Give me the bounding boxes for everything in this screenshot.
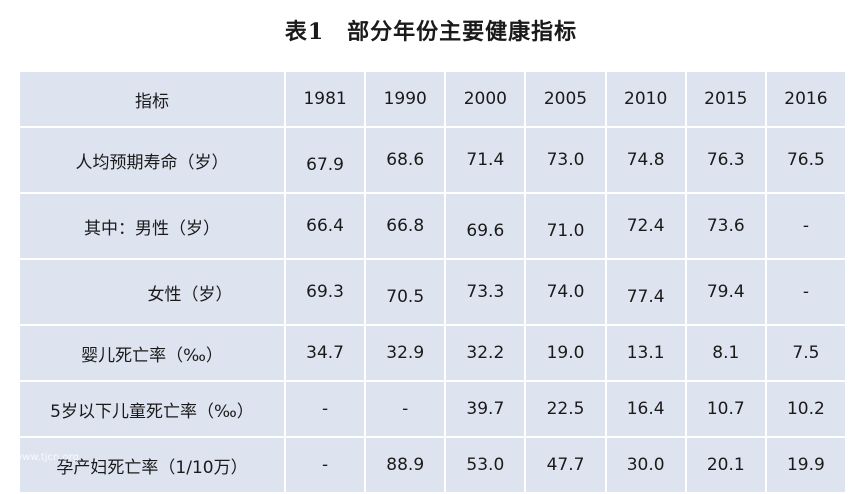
table-cell: 32.9 — [366, 326, 445, 380]
table-cell: 34.7 — [286, 326, 365, 380]
table-title: 表1 部分年份主要健康指标 — [284, 19, 578, 45]
table-cell: 77.4 — [606, 260, 685, 324]
table-cell: 73.6 — [686, 194, 765, 258]
header-row: 指标 1981 1990 2000 2005 2010 2015 2016 — [20, 72, 845, 126]
table-row: 婴儿死亡率（‰） 34.7 32.9 32.2 19.0 13.1 8.1 7.… — [20, 326, 845, 380]
table-cell: 47.7 — [526, 438, 605, 492]
table-cell: 16.4 — [606, 382, 685, 436]
table-cell: 71.4 — [446, 128, 525, 192]
table-cell: 20.1 — [686, 438, 765, 492]
table-cell: 72.4 — [606, 194, 685, 258]
table-cell: 30.0 — [606, 438, 685, 492]
table-cell: 39.7 — [446, 382, 525, 436]
table-cell: 19.9 — [766, 438, 845, 492]
header-year: 2015 — [686, 72, 765, 126]
table-cell: 74.8 — [606, 128, 685, 192]
table-cell: 7.5 — [766, 326, 845, 380]
header-year: 2016 — [766, 72, 845, 126]
header-label: 指标 — [20, 72, 284, 126]
table-cell: 66.4 — [286, 194, 365, 258]
table-cell: 67.9 — [286, 128, 365, 192]
table-cell: 19.0 — [526, 326, 605, 380]
table-cell: 13.1 — [606, 326, 685, 380]
table-cell: 73.3 — [446, 260, 525, 324]
row-label: 孕产妇死亡率（1/10万） — [20, 438, 284, 492]
table-cell: 71.0 — [526, 194, 605, 258]
table-cell: 69.3 — [286, 260, 365, 324]
row-label: 婴儿死亡率（‰） — [20, 326, 284, 380]
header-year: 2005 — [526, 72, 605, 126]
table-cell: 53.0 — [446, 438, 525, 492]
header-year: 1990 — [366, 72, 445, 126]
table-row: 人均预期寿命（岁） 67.9 68.6 71.4 73.0 74.8 76.3 … — [20, 128, 845, 192]
table-cell: 70.5 — [366, 260, 445, 324]
table-cell: 66.8 — [366, 194, 445, 258]
row-label: 女性（岁） — [20, 260, 284, 324]
table-row: 5岁以下儿童死亡率（‰） - - 39.7 22.5 16.4 10.7 10.… — [20, 382, 845, 436]
row-label: 其中：男性（岁） — [20, 194, 284, 258]
header-year: 2000 — [446, 72, 525, 126]
table-cell: 10.7 — [686, 382, 765, 436]
table-cell: - — [286, 438, 365, 492]
table-cell: 69.6 — [446, 194, 525, 258]
table-cell: 74.0 — [526, 260, 605, 324]
table-cell: 73.0 — [526, 128, 605, 192]
row-label: 5岁以下儿童死亡率（‰） — [20, 382, 284, 436]
table-cell: 8.1 — [686, 326, 765, 380]
table-row: 其中：男性（岁） 66.4 66.8 69.6 71.0 72.4 73.6 - — [20, 194, 845, 258]
table-cell: - — [766, 194, 845, 258]
health-indicators-table: 指标 1981 1990 2000 2005 2010 2015 2016 人均… — [18, 70, 847, 494]
header-year: 2010 — [606, 72, 685, 126]
table-cell: - — [766, 260, 845, 324]
table-cell: 68.6 — [366, 128, 445, 192]
table-cell: 79.4 — [686, 260, 765, 324]
row-label: 人均预期寿命（岁） — [20, 128, 284, 192]
table-row: 孕产妇死亡率（1/10万） - 88.9 53.0 47.7 30.0 20.1… — [20, 438, 845, 492]
table-cell: - — [366, 382, 445, 436]
table-cell: 76.5 — [766, 128, 845, 192]
table-cell: 76.3 — [686, 128, 765, 192]
table-row: 女性（岁） 69.3 70.5 73.3 74.0 77.4 79.4 - — [20, 260, 845, 324]
table-cell: - — [286, 382, 365, 436]
table-cell: 10.2 — [766, 382, 845, 436]
table-cell: 32.2 — [446, 326, 525, 380]
table-cell: 88.9 — [366, 438, 445, 492]
header-year: 1981 — [286, 72, 365, 126]
table-cell: 22.5 — [526, 382, 605, 436]
